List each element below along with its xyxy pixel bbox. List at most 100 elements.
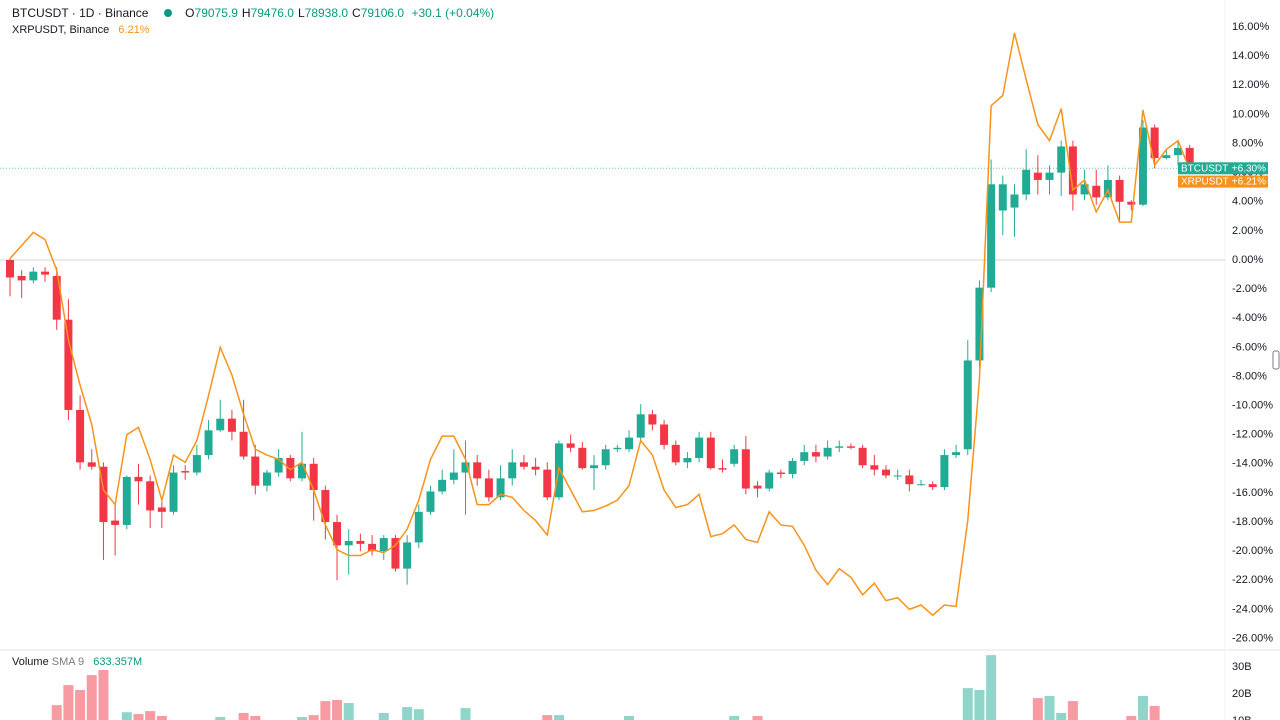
candle-body <box>671 444 680 463</box>
candle-body <box>1033 172 1042 180</box>
volume-bar <box>320 701 331 720</box>
volume-bar <box>86 675 97 720</box>
volume-tick-label: 20B <box>1232 688 1252 700</box>
candle-body <box>181 471 190 473</box>
volume-bar <box>51 705 62 720</box>
y-tick-label: -10.00% <box>1232 399 1273 411</box>
candle-body <box>29 271 38 281</box>
y-tick-label: 8.00% <box>1232 137 1263 149</box>
volume-bar <box>986 655 997 720</box>
candle-body <box>227 418 236 432</box>
candle-body <box>461 462 470 473</box>
candle-body <box>648 414 657 425</box>
candle-body <box>298 463 306 479</box>
y-tick-label: 2.00% <box>1232 225 1263 237</box>
ohlc-key: L <box>297 6 305 20</box>
price-tag <box>1178 175 1268 188</box>
volume-bar <box>1137 695 1148 720</box>
candle-body <box>449 472 458 480</box>
ohlc-key: H <box>241 6 251 20</box>
candle-body <box>1174 147 1182 156</box>
volume-legend: Volume SMA 9 633.357M <box>12 656 142 668</box>
candle-body <box>835 446 844 448</box>
candle-body <box>952 452 961 456</box>
candle-body <box>391 538 400 569</box>
candle-body <box>987 184 996 288</box>
candle-body <box>321 490 330 523</box>
volume-bar <box>133 714 144 720</box>
candle-body <box>870 465 879 470</box>
volume-bar <box>156 715 167 720</box>
ohlc-value: 79075.9 <box>194 6 238 20</box>
y-tick-label: 0.00% <box>1232 254 1263 266</box>
candle-body <box>788 460 797 474</box>
y-tick-label: -14.00% <box>1232 458 1273 470</box>
pane-handle[interactable] <box>1272 350 1280 370</box>
candle-body <box>765 472 774 489</box>
y-tick-label: 4.00% <box>1232 196 1263 208</box>
volume-bar <box>308 715 319 720</box>
volume-bar <box>542 715 553 720</box>
compare-line <box>9 32 1191 617</box>
candle-body <box>1045 172 1054 180</box>
volume-sma-value: 633.357M <box>93 656 143 668</box>
candle-body <box>753 485 762 489</box>
y-tick-label: -22.00% <box>1232 574 1273 586</box>
candle-body <box>356 540 365 544</box>
candle-body <box>1138 127 1147 205</box>
candle-body <box>134 476 143 482</box>
volume-bar <box>752 715 763 720</box>
candle-body <box>811 452 820 457</box>
volume-bar <box>343 702 354 720</box>
candle-body <box>1057 146 1066 173</box>
price-pane <box>0 32 1225 617</box>
candle-body <box>87 462 96 467</box>
candle-body <box>403 542 412 569</box>
candle-body <box>519 462 528 467</box>
volume-bar <box>553 715 564 720</box>
volume-bar <box>974 690 985 720</box>
candle-body <box>1010 194 1019 208</box>
candle-body <box>846 446 855 448</box>
candle-body <box>122 476 131 525</box>
candle-body <box>730 449 739 464</box>
volume-bar <box>962 688 973 720</box>
candle-body <box>1022 169 1031 195</box>
y-tick-label: 14.00% <box>1232 50 1270 62</box>
ohlc-values: O79075.9 H79476.0 L78938.0 C79106.0 <box>185 6 408 20</box>
candle-body <box>928 484 937 488</box>
candle-body <box>590 465 598 469</box>
y-tick-label: -12.00% <box>1232 429 1273 441</box>
candle-body <box>17 276 26 281</box>
candle-body <box>262 472 271 486</box>
candle-body <box>578 447 587 469</box>
candle-body <box>1162 155 1171 159</box>
y-tick-label: -2.00% <box>1232 283 1267 295</box>
candle-body <box>543 469 552 498</box>
candle-body <box>76 409 85 463</box>
volume-bar <box>1149 705 1160 720</box>
candle-body <box>917 484 926 486</box>
volume-bar <box>98 670 109 720</box>
volume-bar <box>145 711 156 720</box>
volume-bar <box>1044 695 1055 720</box>
candle-body <box>41 271 50 275</box>
volume-tick-label: 30B <box>1232 661 1252 673</box>
candle-body <box>800 452 809 461</box>
change-label: +30.1 (+0.04%) <box>411 6 495 20</box>
volume-bar <box>378 712 389 720</box>
candle-body <box>531 466 540 470</box>
y-tick-label: -18.00% <box>1232 516 1273 528</box>
candle-body <box>741 449 750 489</box>
candle-body <box>905 475 914 485</box>
volume-bar <box>1067 701 1078 720</box>
volume-bar <box>75 690 86 720</box>
volume-bar <box>238 712 249 720</box>
volume-bar <box>121 712 132 720</box>
y-tick-label: -16.00% <box>1232 487 1273 499</box>
candle-body <box>64 319 73 410</box>
candle-body <box>601 449 610 466</box>
candle-body <box>975 287 984 361</box>
volume-bar <box>729 715 740 720</box>
